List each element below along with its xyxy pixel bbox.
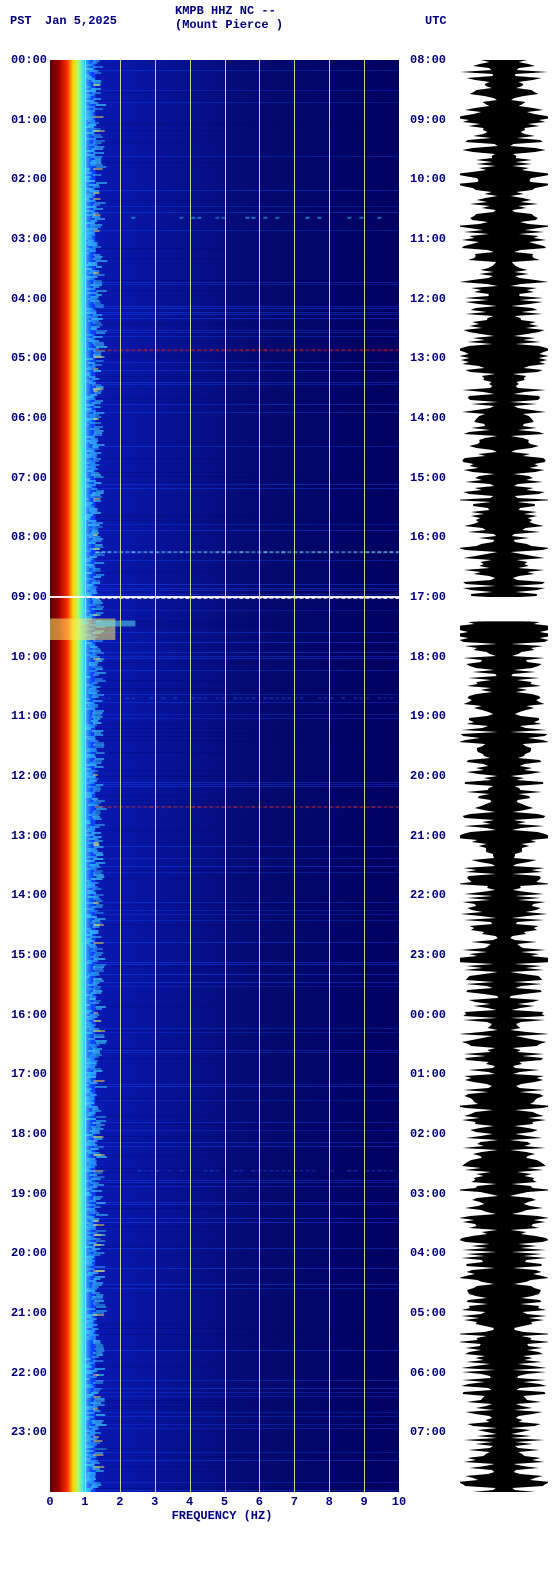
frequency-axis-title: FREQUENCY (HZ)	[172, 1509, 273, 1523]
utc-time-label: 02:00	[410, 1127, 446, 1141]
pst-time-label: 00:00	[11, 53, 47, 67]
pst-time-label: 03:00	[11, 232, 47, 246]
pst-time-label: 12:00	[11, 769, 47, 783]
frequency-tick-label: 9	[360, 1495, 367, 1509]
frequency-tick-label: 10	[392, 1495, 406, 1509]
utc-time-label: 09:00	[410, 113, 446, 127]
pst-time-label: 11:00	[11, 709, 47, 723]
pst-time-label: 09:00	[11, 590, 47, 604]
utc-time-label: 15:00	[410, 471, 446, 485]
utc-time-label: 06:00	[410, 1366, 446, 1380]
utc-time-label: 21:00	[410, 829, 446, 843]
utc-time-label: 12:00	[410, 292, 446, 306]
utc-time-label: 07:00	[410, 1425, 446, 1439]
utc-time-label: 23:00	[410, 948, 446, 962]
frequency-tick-label: 5	[221, 1495, 228, 1509]
pst-time-label: 22:00	[11, 1366, 47, 1380]
tz-right-label: UTC	[425, 14, 447, 28]
utc-time-label: 08:00	[410, 53, 446, 67]
tz-left-label: PST	[10, 14, 32, 28]
pst-time-label: 01:00	[11, 113, 47, 127]
utc-time-label: 03:00	[410, 1187, 446, 1201]
utc-time-label: 20:00	[410, 769, 446, 783]
date-label: Jan 5,2025	[45, 14, 117, 28]
pst-time-label: 23:00	[11, 1425, 47, 1439]
utc-time-label: 00:00	[410, 1008, 446, 1022]
pst-time-label: 07:00	[11, 471, 47, 485]
pst-time-label: 04:00	[11, 292, 47, 306]
site-label: (Mount Pierce )	[175, 18, 283, 32]
frequency-tick-label: 7	[291, 1495, 298, 1509]
pst-time-label: 16:00	[11, 1008, 47, 1022]
pst-time-label: 21:00	[11, 1306, 47, 1320]
pst-time-label: 20:00	[11, 1246, 47, 1260]
station-label: KMPB HHZ NC --	[175, 4, 276, 18]
frequency-tick-label: 2	[116, 1495, 123, 1509]
pst-time-label: 13:00	[11, 829, 47, 843]
utc-time-label: 01:00	[410, 1067, 446, 1081]
utc-time-label: 11:00	[410, 232, 446, 246]
frequency-tick-label: 3	[151, 1495, 158, 1509]
utc-time-label: 10:00	[410, 172, 446, 186]
pst-time-label: 18:00	[11, 1127, 47, 1141]
frequency-tick-label: 6	[256, 1495, 263, 1509]
utc-time-label: 16:00	[410, 530, 446, 544]
utc-time-label: 13:00	[410, 351, 446, 365]
frequency-tick-label: 4	[186, 1495, 193, 1509]
pst-time-label: 19:00	[11, 1187, 47, 1201]
pst-time-label: 02:00	[11, 172, 47, 186]
utc-time-label: 22:00	[410, 888, 446, 902]
pst-time-label: 17:00	[11, 1067, 47, 1081]
utc-time-label: 18:00	[410, 650, 446, 664]
pst-time-label: 15:00	[11, 948, 47, 962]
utc-time-label: 05:00	[410, 1306, 446, 1320]
pst-time-label: 05:00	[11, 351, 47, 365]
pst-time-label: 06:00	[11, 411, 47, 425]
utc-time-label: 04:00	[410, 1246, 446, 1260]
utc-time-label: 14:00	[410, 411, 446, 425]
pst-time-label: 08:00	[11, 530, 47, 544]
frequency-tick-label: 8	[326, 1495, 333, 1509]
utc-time-label: 17:00	[410, 590, 446, 604]
frequency-tick-label: 1	[81, 1495, 88, 1509]
pst-time-label: 10:00	[11, 650, 47, 664]
utc-time-label: 19:00	[410, 709, 446, 723]
pst-time-label: 14:00	[11, 888, 47, 902]
seismogram-plot	[460, 60, 548, 1492]
frequency-tick-label: 0	[46, 1495, 53, 1509]
